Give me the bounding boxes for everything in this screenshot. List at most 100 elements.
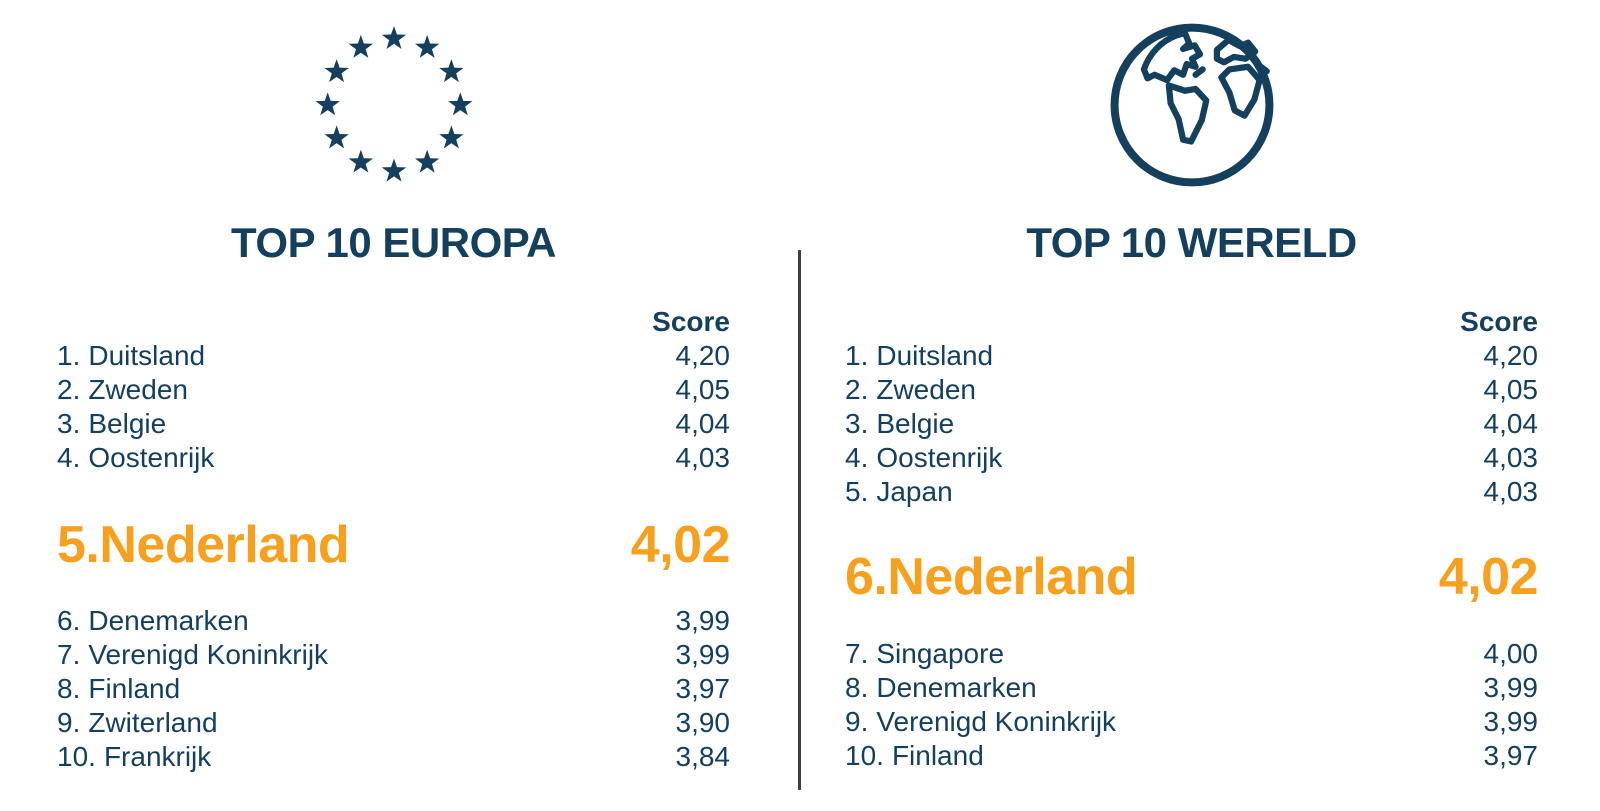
wereld-score-header: Score — [1460, 306, 1538, 337]
row-rank: 6. — [845, 548, 888, 606]
table-row: 6. Denemarken 3,99 — [57, 604, 730, 638]
row-rank: 1. — [845, 340, 869, 371]
row-country: Zweden — [876, 374, 976, 405]
row-country: Finland — [891, 740, 984, 771]
row-country: Denemarken — [88, 605, 249, 636]
row-name: 7. Singapore — [845, 637, 1004, 671]
table-row: 5. Japan 4,03 — [845, 475, 1538, 509]
table-row: 2. Zweden 4,05 — [845, 373, 1538, 407]
row-name: 8. Finland — [57, 672, 180, 706]
row-country: Belgie — [876, 408, 955, 439]
row-score: 3,99 — [1483, 706, 1539, 737]
row-name: 1. Duitsland — [57, 339, 205, 373]
table-row: 1. Duitsland 4,20 — [845, 339, 1538, 373]
row-name: 4. Oostenrijk — [57, 441, 214, 475]
row-name: 1. Duitsland — [845, 339, 993, 373]
row-country: Duitsland — [876, 340, 994, 371]
europa-title: TOP 10 EUROPA — [231, 219, 556, 266]
row-rank: 9. — [57, 707, 81, 738]
row-country: Belgie — [88, 408, 167, 439]
row-name: 3. Belgie — [57, 407, 166, 441]
row-score: 3,90 — [675, 707, 731, 738]
row-name: 3. Belgie — [845, 407, 954, 441]
row-country: Nederland — [99, 516, 350, 574]
eu-stars-icon — [315, 25, 472, 182]
row-score: 4,00 — [1483, 638, 1539, 669]
row-rank: 8. — [845, 672, 869, 703]
row-name: 2. Zweden — [845, 373, 976, 407]
row-score: 4,02 — [630, 516, 731, 574]
row-score: 3,97 — [1483, 740, 1539, 771]
row-score: 4,04 — [1483, 408, 1539, 439]
row-country: Denemarken — [876, 672, 1037, 703]
wereld-icon-area — [845, 12, 1538, 197]
table-row: 7. Singapore 4,00 — [845, 637, 1538, 671]
row-country: Verenigd Koninkrijk — [88, 639, 329, 670]
row-country: Nederland — [887, 548, 1138, 606]
row-country: Singapore — [876, 638, 1005, 669]
table-row: 3. Belgie 4,04 — [845, 407, 1538, 441]
row-rank: 2. — [845, 374, 869, 405]
row-rank: 2. — [57, 374, 81, 405]
table-row: 9. Verenigd Koninkrijk 3,99 — [845, 705, 1538, 739]
row-name: 5.Nederland — [57, 513, 350, 577]
row-score: 3,84 — [675, 741, 731, 772]
row-country: Verenigd Koninkrijk — [876, 706, 1117, 737]
row-country: Duitsland — [88, 340, 206, 371]
row-rank: 3. — [57, 408, 81, 439]
table-row: 10. Finland 3,97 — [845, 739, 1538, 773]
row-rank: 1. — [57, 340, 81, 371]
row-name: 2. Zweden — [57, 373, 188, 407]
table-row: 10. Frankrijk 3,84 — [57, 740, 730, 774]
row-rank: 7. — [57, 639, 81, 670]
europa-score-header: Score — [652, 306, 730, 337]
table-row: 4. Oostenrijk 4,03 — [57, 441, 730, 475]
row-name: 10. Finland — [845, 739, 984, 773]
row-rank: 6. — [57, 605, 81, 636]
row-name: 6. Denemarken — [57, 604, 249, 638]
row-country: Oostenrijk — [88, 442, 215, 473]
row-score: 4,05 — [675, 374, 731, 405]
highlight-row-nederland: 5.Nederland 4,02 — [57, 513, 731, 577]
row-country: Oostenrijk — [876, 442, 1003, 473]
row-country: Zweden — [88, 374, 188, 405]
row-name: 9. Verenigd Koninkrijk — [845, 705, 1116, 739]
row-rank: 9. — [845, 706, 869, 737]
row-rank: 4. — [57, 442, 81, 473]
row-score: 4,20 — [1483, 340, 1539, 371]
row-score: 4,20 — [675, 340, 731, 371]
row-name: 7. Verenigd Koninkrijk — [57, 638, 328, 672]
globe-icon — [1110, 23, 1273, 186]
row-score: 3,99 — [1483, 672, 1539, 703]
row-score: 4,03 — [675, 442, 731, 473]
row-rank: 4. — [845, 442, 869, 473]
row-score: 4,02 — [1438, 548, 1539, 606]
row-name: 9. Zwiterland — [57, 706, 218, 740]
panel-wereld: TOP 10 WERELD Score 1. Duitsland 4,20 2. Z… — [800, 0, 1600, 811]
row-name: 8. Denemarken — [845, 671, 1037, 705]
table-row: 8. Denemarken 3,99 — [845, 671, 1538, 705]
row-score: 3,99 — [675, 639, 731, 670]
europa-icon-area — [57, 12, 730, 197]
table-row: 3. Belgie 4,04 — [57, 407, 730, 441]
row-score: 4,03 — [1483, 442, 1539, 473]
row-name: 10. Frankrijk — [57, 740, 211, 774]
row-score: 4,04 — [675, 408, 731, 439]
table-row: 7. Verenigd Koninkrijk 3,99 — [57, 638, 730, 672]
table-row: 1. Duitsland 4,20 — [57, 339, 730, 373]
row-rank: 5. — [845, 476, 869, 507]
row-rank: 5. — [57, 516, 100, 574]
row-rank: 10. — [845, 740, 884, 771]
row-country: Frankrijk — [103, 741, 212, 772]
row-rank: 7. — [845, 638, 869, 669]
highlight-row-nederland: 6.Nederland 4,02 — [845, 545, 1539, 609]
table-row: 8. Finland 3,97 — [57, 672, 730, 706]
row-country: Zwiterland — [88, 707, 218, 738]
wereld-title: TOP 10 WERELD — [1026, 219, 1357, 266]
row-rank: 3. — [845, 408, 869, 439]
table-row: 2. Zweden 4,05 — [57, 373, 730, 407]
row-score: 3,99 — [675, 605, 731, 636]
row-score: 4,03 — [1483, 476, 1539, 507]
panel-divider — [798, 250, 801, 790]
